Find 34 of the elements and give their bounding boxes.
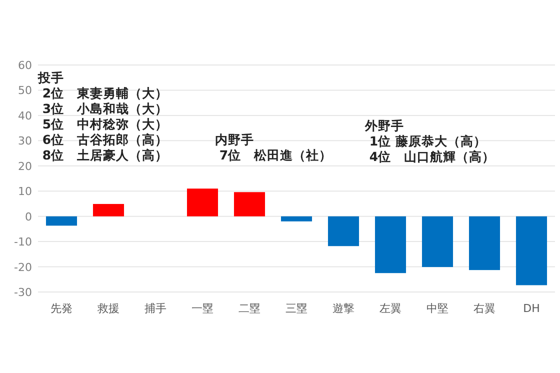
x-tick-label: 二塁	[238, 302, 260, 315]
x-tick-label: 救援	[96, 302, 120, 315]
bar	[234, 192, 266, 216]
x-tick-label: 右翼	[474, 302, 496, 315]
x-tick-label: DH	[523, 302, 540, 315]
y-tick-label: 0	[25, 210, 32, 224]
bar	[516, 216, 548, 286]
x-tick-label: 捕手	[144, 302, 166, 315]
y-tick-label: 20	[18, 160, 32, 173]
x-tick-label: 三塁	[286, 302, 308, 315]
x-tick-label: 左翼	[380, 302, 402, 315]
y-tick-label: 60	[18, 59, 32, 72]
y-tick-label: 40	[18, 109, 32, 122]
bar	[468, 216, 500, 270]
y-tick-label: 50	[18, 84, 32, 98]
annotation: 投手 2位 東妻勇輔（大） 3位 小島和哉（大） 5位 中村稔弥（大） 6位 古谷拓郎（高） 8位 土居豪人（高）	[37, 70, 168, 162]
y-tick-label: 30	[18, 134, 32, 148]
bar	[374, 216, 406, 274]
x-tick-label: 先発	[50, 302, 72, 315]
y-tick-label: -30	[14, 286, 32, 299]
annotation: 内野手 7位 松田進（社）	[215, 132, 332, 162]
bar	[46, 216, 78, 226]
x-tick-label: 中堅	[426, 302, 448, 315]
bar	[186, 188, 218, 216]
bar	[422, 216, 454, 268]
y-tick-label: 10	[18, 185, 32, 198]
x-tick-label: 一塁	[192, 302, 214, 315]
y-tick-label: -20	[14, 260, 32, 274]
x-tick-label: 遊撃	[332, 302, 354, 315]
bar	[280, 216, 312, 222]
y-tick-label: -10	[14, 236, 32, 249]
annotation: 外野手 1位 藤原恭大（高） 4位 山口航輝（高）	[364, 118, 496, 164]
bar	[328, 216, 360, 246]
bar	[92, 204, 124, 216]
